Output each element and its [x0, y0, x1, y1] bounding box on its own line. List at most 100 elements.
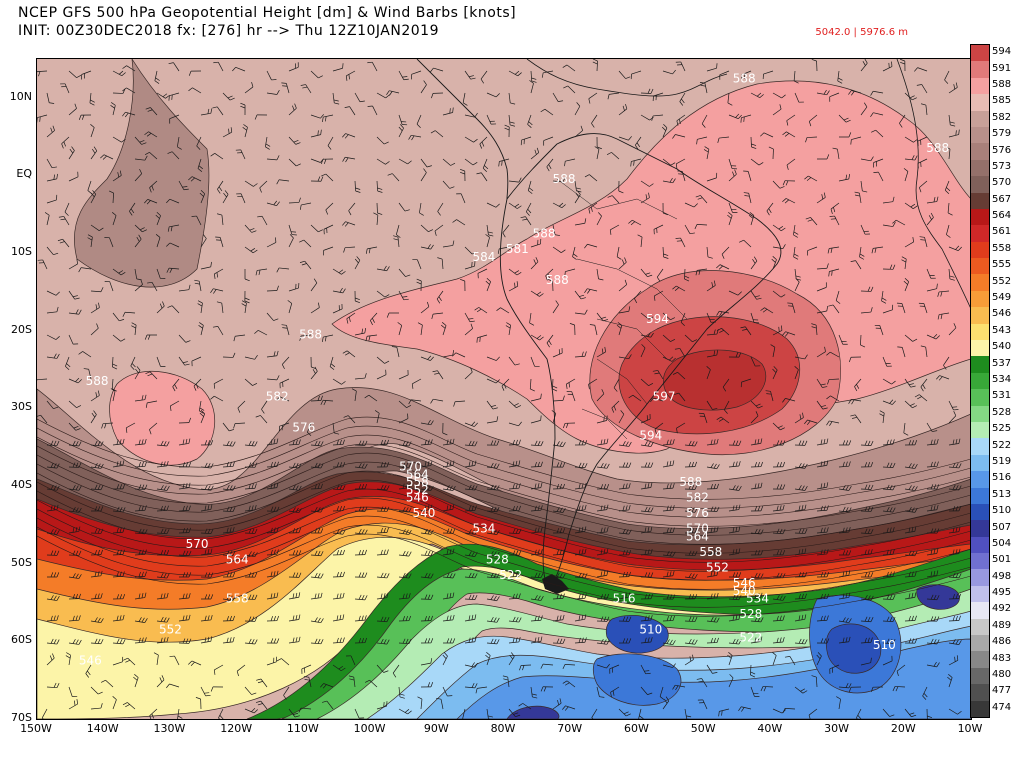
wind-barb [838, 461, 851, 468]
wind-barb [794, 686, 808, 694]
wind-barb [430, 130, 444, 138]
wind-barb [112, 70, 126, 77]
wind-barb [420, 504, 433, 512]
colorbar-label: 483 [992, 652, 1012, 664]
wind-barb [596, 268, 604, 281]
wind-barb [662, 483, 675, 490]
wind-barb [566, 378, 576, 390]
wind-barb [486, 638, 500, 645]
contour-label: 588 [926, 141, 949, 155]
wind-barb [618, 257, 627, 270]
wind-barb [596, 593, 610, 600]
lat-label: 20S [11, 322, 32, 336]
colorbar-swatch [971, 667, 989, 685]
wind-barb [662, 356, 676, 362]
wind-barb [288, 550, 302, 556]
wind-barb [684, 528, 698, 534]
wind-barb [793, 70, 799, 84]
wind-barb [112, 136, 126, 143]
wind-barb [530, 356, 540, 367]
contour-label: 510 [873, 638, 896, 652]
wind-barb [613, 378, 620, 392]
colorbar-label: 528 [992, 406, 1012, 418]
wind-barb [508, 571, 521, 578]
wind-barb [618, 70, 631, 79]
wind-barb [395, 224, 401, 238]
wind-barb [156, 505, 169, 512]
wind-barb [766, 202, 774, 216]
wind-barb [527, 114, 533, 128]
wind-barb [659, 686, 665, 700]
wind-barb [46, 246, 59, 256]
wind-barb [816, 593, 829, 600]
wind-barb [244, 707, 258, 714]
lat-label: 10N [9, 89, 32, 103]
wind-barb [345, 70, 356, 81]
wind-barb [926, 484, 940, 490]
wind-barb [656, 268, 664, 282]
wind-barb [860, 594, 874, 601]
wind-barb [213, 378, 224, 389]
wind-barb [464, 246, 477, 255]
wind-barb [948, 323, 957, 336]
wind-barb [112, 356, 118, 370]
wind-barb [882, 616, 896, 623]
wind-barb [376, 136, 389, 145]
wind-barb [354, 373, 367, 380]
wind-barb [618, 638, 632, 644]
wind-barb [920, 378, 928, 392]
wind-barb [765, 390, 774, 402]
wind-barb [222, 440, 236, 447]
wind-barb [81, 70, 92, 80]
contour-label: 584 [473, 250, 496, 264]
lon-label: 50W [690, 722, 716, 735]
wind-barb [728, 638, 742, 645]
wind-barb [222, 422, 235, 432]
wind-barb [46, 595, 60, 601]
wind-barb [662, 202, 668, 216]
wind-barb [242, 124, 248, 138]
contour-label: 510 [639, 623, 662, 637]
wind-barb [596, 616, 610, 622]
wind-barb [398, 686, 405, 699]
wind-barb [354, 290, 361, 304]
wind-barb [926, 283, 938, 292]
wind-barb [464, 421, 478, 427]
wind-barb [37, 259, 48, 270]
wind-barb [948, 655, 959, 666]
wind-barb [65, 356, 71, 370]
wind-barb [376, 616, 390, 623]
wind-barb [926, 422, 938, 432]
colorbar-label: 540 [992, 341, 1012, 353]
colorbar-swatch [971, 274, 989, 292]
wind-barb [552, 300, 559, 314]
wind-barb [442, 485, 456, 491]
wind-barb [134, 155, 148, 161]
wind-barb [794, 528, 808, 534]
wind-barb [90, 410, 97, 424]
wind-barb [835, 290, 841, 304]
wind-barb [177, 136, 182, 150]
contour-label: 594 [639, 428, 662, 442]
wind-barb [222, 461, 235, 468]
wind-barb [376, 439, 389, 446]
wind-barb [215, 236, 224, 248]
contour-label: 564 [406, 467, 429, 481]
wind-barb [200, 686, 211, 697]
wind-barb [728, 485, 742, 491]
wind-barb [320, 683, 334, 689]
wind-barb [552, 395, 565, 402]
wind-barb [903, 422, 909, 436]
wind-barb [838, 682, 852, 689]
map-title: NCEP GFS 500 hPa Geopotential Height [dm… [18, 5, 517, 21]
wind-barb [299, 260, 312, 270]
wind-barb [112, 170, 122, 182]
contour-labels: 5885885885885845815885885885945975945825… [79, 71, 949, 667]
wind-barb [134, 438, 147, 446]
wind-barb [706, 366, 711, 380]
wind-barb [860, 286, 874, 292]
colorbar-swatch [971, 126, 989, 144]
contour-label: 582 [266, 390, 289, 404]
wind-barb [743, 170, 752, 182]
wind-barb [640, 312, 654, 320]
